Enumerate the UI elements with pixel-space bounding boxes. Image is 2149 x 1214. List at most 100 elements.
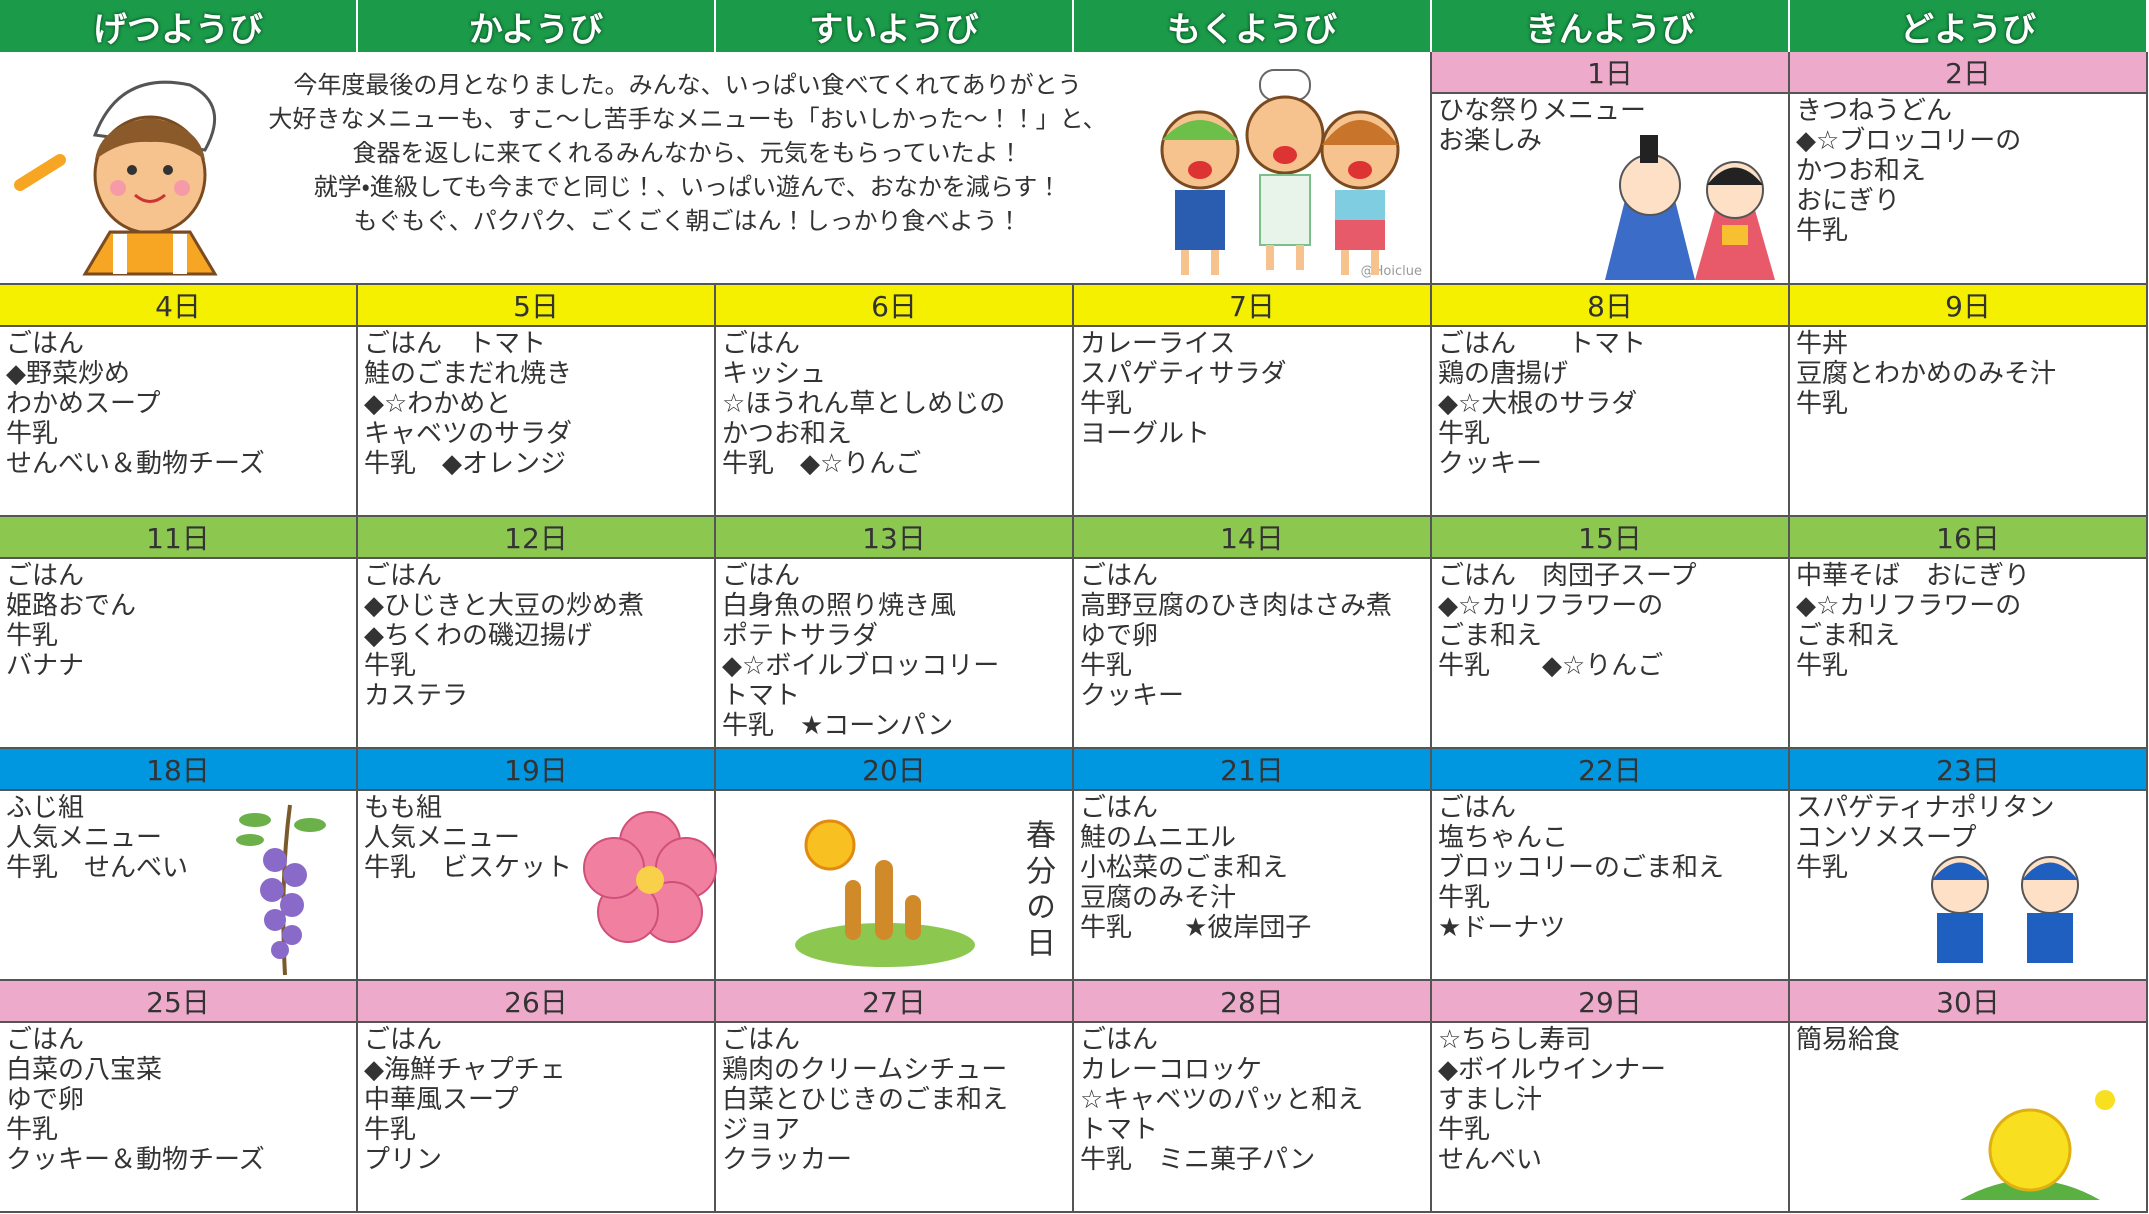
menu-item: クラッカー	[722, 1145, 853, 1175]
menu-item: 中華そば おにぎり	[1796, 561, 2031, 591]
menu-item: 鶏肉のクリームシチュー	[722, 1055, 1008, 1085]
menu-item: 牛乳	[1796, 216, 1849, 246]
date-label: 11日	[0, 517, 356, 559]
menu-item: 牛乳	[1438, 883, 1491, 913]
menu-items: ごはん ◆ひじきと大豆の炒め煮 ◆ちくわの磯辺揚げ 牛乳 カステラ	[358, 559, 714, 713]
menu-item: ごま和え	[1796, 621, 1901, 651]
menu-items: ごはん ◆野菜炒め わかめスープ 牛乳 せんべい＆動物チーズ	[0, 327, 356, 481]
menu-item: ごはん	[722, 1025, 801, 1055]
menu-items: ごはん 肉団子スープ ◆☆カリフラワーの ごま和え 牛乳 ◆☆りんご	[1432, 559, 1788, 683]
menu-item: せんべい	[1438, 1145, 1543, 1175]
menu-item: 簡易給食	[1796, 1025, 1901, 1055]
day-cell: 13日 ごはん 白身魚の照り焼き風 ポテトサラダ ◆☆ボイルブロッコリー トマト 牛乳 ★コ…	[716, 517, 1074, 749]
intro-line: もぐもぐ、パクパク、ごくごく朝ごはん！しっかり食べよう！	[353, 207, 1022, 235]
menu-item: ゆで卵	[6, 1085, 85, 1115]
date-label: 4日	[0, 285, 356, 327]
menu-item: クッキー＆動物チーズ	[6, 1145, 265, 1175]
menu-item: カレーコロッケ	[1080, 1055, 1263, 1085]
date-label: 14日	[1074, 517, 1430, 559]
menu-item: ◆☆カリフラワーの	[1796, 591, 2022, 621]
menu-items: 中華そば おにぎり ◆☆カリフラワーの ごま和え 牛乳	[1790, 559, 2146, 683]
date-label: 26日	[358, 981, 714, 1023]
menu-item: ごはん トマト	[1438, 329, 1647, 359]
menu-item: ふじ組	[6, 793, 85, 823]
menu-item: ごはん	[722, 329, 801, 359]
date-label: 13日	[716, 517, 1072, 559]
menu-items: ふじ組 人気メニュー 牛乳 せんべい	[0, 791, 356, 885]
menu-item: 牛乳	[1796, 853, 1849, 883]
intro-line: 今年度最後の月となりました。みんな、いっぱい食べてくれてありがとう	[293, 71, 1082, 99]
menu-items: ひな祭りメニュー お楽しみ	[1432, 94, 1788, 158]
menu-item: ジョア	[722, 1115, 801, 1145]
menu-item: 牛乳	[1796, 651, 1849, 681]
menu-item: ごはん	[6, 1025, 85, 1055]
date-label: 19日	[358, 749, 714, 791]
menu-item: ごはん	[6, 329, 85, 359]
intro-line: 就学・進級しても今までと同じ！、いっぱい遊んで、おなかを減らす！	[313, 173, 1062, 201]
day-cell: 26日 ごはん ◆海鮮チャプチェ 中華風スープ 牛乳 プリン	[358, 981, 716, 1213]
menu-items: きつねうどん ◆☆ブロッコリーの かつお和え おにぎり 牛乳	[1790, 94, 2146, 248]
day-cell: 19日 もも組 人気メニュー 牛乳 ビスケット	[358, 749, 716, 981]
menu-items: ごはん 鶏肉のクリームシチュー 白菜とひじきのごま和え ジョア クラッカー	[716, 1023, 1072, 1177]
menu-item: ごはん	[6, 561, 85, 591]
menu-item: クッキー	[1438, 449, 1543, 479]
menu-item: ごはん トマト	[364, 329, 547, 359]
menu-item: ごはん	[1080, 1025, 1159, 1055]
menu-item: 鮭のムニエル	[1080, 823, 1237, 853]
menu-item: 塩ちゃんこ	[1438, 823, 1569, 853]
day-cell: 15日 ごはん 肉団子スープ ◆☆カリフラワーの ごま和え 牛乳 ◆☆りんご	[1432, 517, 1790, 749]
menu-item: ◆☆大根のサラダ	[1438, 389, 1638, 419]
menu-item: キッシュ	[722, 359, 827, 389]
intro-line: 大好きなメニューも、すこ〜し苦手なメニューも「おいしかった〜！！」と、	[268, 105, 1107, 133]
menu-item: せんべい＆動物チーズ	[6, 449, 265, 479]
menu-item: 牛乳 ◆オレンジ	[364, 449, 566, 479]
menu-item: 牛乳	[6, 1115, 59, 1145]
menu-item: 豆腐とわかめのみそ汁	[1796, 359, 2057, 389]
menu-item: 牛乳	[1080, 389, 1133, 419]
weekday-header: すいようび	[716, 0, 1074, 52]
menu-items: ごはん 塩ちゃんこ ブロッコリーのごま和え 牛乳 ★ドーナツ	[1432, 791, 1788, 945]
menu-item: スパゲティサラダ	[1080, 359, 1287, 389]
menu-item: ヨーグルト	[1080, 419, 1211, 449]
menu-item: 姫路おでん	[6, 591, 137, 621]
menu-item: ごはん	[1080, 561, 1159, 591]
menu-item: 牛乳 ★彼岸団子	[1080, 913, 1312, 943]
menu-items: スパゲティナポリタン コンソメスープ 牛乳	[1790, 791, 2146, 885]
menu-item: ☆キャベツのパッと和え	[1080, 1085, 1364, 1115]
menu-item: 牛乳 ミニ菓子パン	[1080, 1145, 1316, 1175]
menu-item: 牛乳 ビスケット	[364, 853, 573, 883]
weekday-header: げつようび	[0, 0, 358, 52]
date-label: 5日	[358, 285, 714, 327]
weekday-header: どようび	[1790, 0, 2148, 52]
date-label: 28日	[1074, 981, 1430, 1023]
date-label: 27日	[716, 981, 1072, 1023]
weekday-header: かようび	[358, 0, 716, 52]
menu-item: ◆ちくわの磯辺揚げ	[364, 621, 592, 651]
menu-item: 牛乳	[6, 419, 59, 449]
day-cell: 11日 ごはん 姫路おでん 牛乳 バナナ	[0, 517, 358, 749]
date-label: 22日	[1432, 749, 1788, 791]
date-label: 29日	[1432, 981, 1788, 1023]
menu-items: ごはん カレーコロッケ ☆キャベツのパッと和え トマト 牛乳 ミニ菓子パン	[1074, 1023, 1430, 1177]
day-cell: 6日 ごはん キッシュ ☆ほうれん草としめじの かつお和え 牛乳 ◆☆りんご	[716, 285, 1074, 517]
menu-items: 簡易給食	[1790, 1023, 2146, 1057]
menu-item: 牛乳 ★コーンパン	[722, 711, 954, 741]
menu-item: 牛乳	[1796, 389, 1849, 419]
menu-item: 牛乳 せんべい	[6, 853, 189, 883]
menu-item: きつねうどん	[1796, 96, 1953, 126]
menu-item: 豆腐のみそ汁	[1080, 883, 1237, 913]
menu-items: 牛丼 豆腐とわかめのみそ汁 牛乳	[1790, 327, 2146, 421]
date-label: 23日	[1790, 749, 2146, 791]
menu-item: 春分の日	[1020, 819, 1055, 963]
date-label: 21日	[1074, 749, 1430, 791]
menu-item: キャベツのサラダ	[364, 419, 573, 449]
date-label: 12日	[358, 517, 714, 559]
intro-line: 食器を返しに来てくれるみんなから、元気をもらっていたよ！	[352, 139, 1023, 167]
menu-item: かつお和え	[722, 419, 853, 449]
menu-item: ひな祭りメニュー	[1438, 96, 1647, 126]
menu-item: ごま和え	[1438, 621, 1543, 651]
menu-items: 春分の日	[1020, 819, 1055, 963]
menu-item: 牛乳	[364, 651, 417, 681]
day-cell: 25日 ごはん 白菜の八宝菜 ゆで卵 牛乳 クッキー＆動物チーズ	[0, 981, 358, 1213]
